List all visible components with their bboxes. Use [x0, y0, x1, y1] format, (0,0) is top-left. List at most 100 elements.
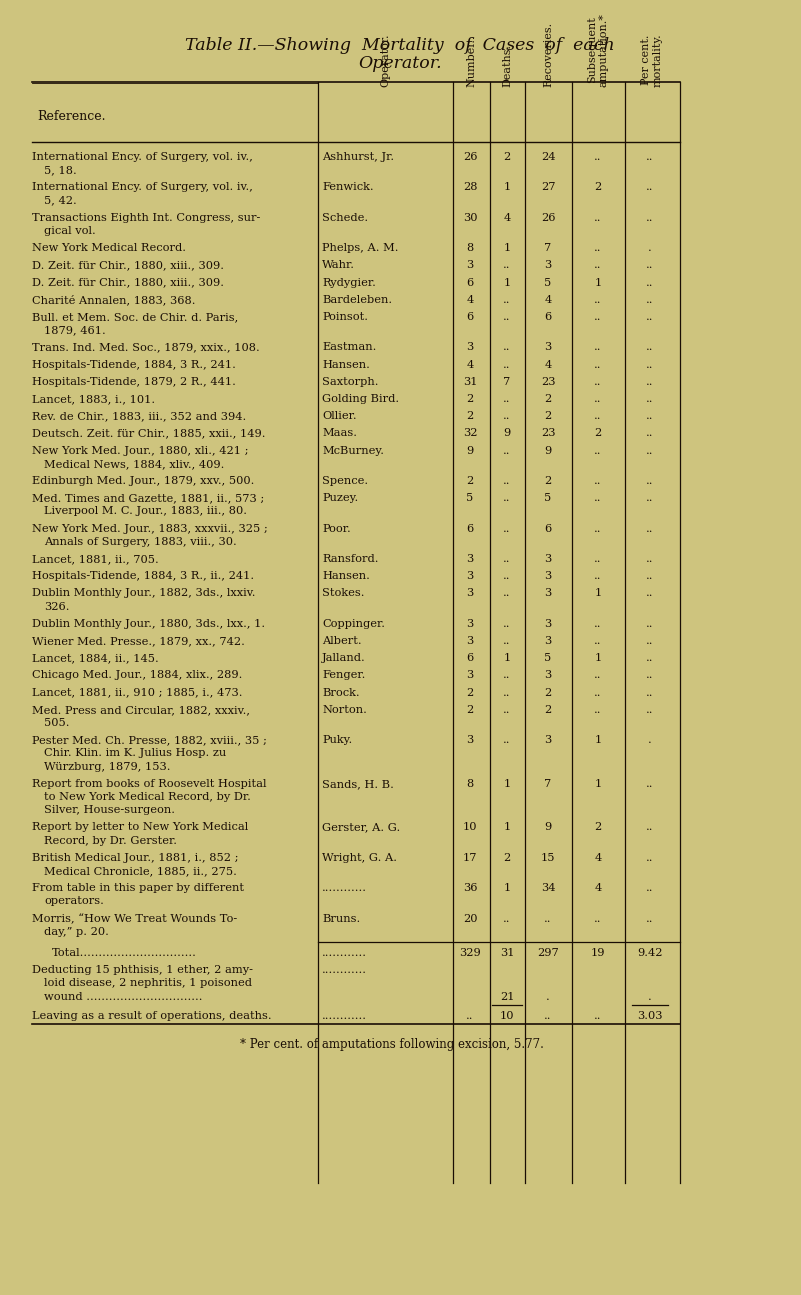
Text: 5: 5	[545, 277, 552, 287]
Text: Report by letter to New York Medical: Report by letter to New York Medical	[32, 822, 248, 833]
Text: 4: 4	[466, 295, 473, 304]
Text: 1: 1	[594, 277, 602, 287]
Text: 505.: 505.	[44, 717, 70, 728]
Text: ..: ..	[503, 312, 511, 322]
Text: ..: ..	[503, 588, 511, 598]
Text: ..: ..	[646, 619, 654, 629]
Text: 3: 3	[545, 342, 552, 352]
Text: ..: ..	[646, 571, 654, 581]
Text: 2: 2	[545, 412, 552, 421]
Text: D. Zeit. für Chir., 1880, xiii., 309.: D. Zeit. für Chir., 1880, xiii., 309.	[32, 260, 224, 271]
Text: 31: 31	[463, 377, 477, 387]
Text: 15: 15	[541, 853, 555, 862]
Text: Würzburg, 1879, 153.: Würzburg, 1879, 153.	[44, 761, 171, 772]
Text: ..: ..	[594, 312, 602, 322]
Text: 21: 21	[500, 992, 514, 1001]
Text: 3: 3	[545, 636, 552, 646]
Text: 3: 3	[466, 342, 473, 352]
Text: ..: ..	[594, 243, 602, 254]
Text: Liverpool M. C. Jour., 1883, iii., 80.: Liverpool M. C. Jour., 1883, iii., 80.	[44, 506, 247, 517]
Text: ..: ..	[594, 913, 602, 923]
Text: Coppinger.: Coppinger.	[322, 619, 385, 629]
Text: day,” p. 20.: day,” p. 20.	[44, 927, 109, 936]
Text: ..: ..	[646, 212, 654, 223]
Text: .: .	[546, 992, 549, 1001]
Text: 3: 3	[466, 571, 473, 581]
Text: 17: 17	[463, 853, 477, 862]
Text: ..: ..	[544, 1011, 552, 1020]
Text: ..: ..	[646, 277, 654, 287]
Text: ..: ..	[646, 260, 654, 271]
Text: ..: ..	[646, 445, 654, 456]
Text: 3: 3	[545, 736, 552, 745]
Text: Reference.: Reference.	[37, 110, 106, 123]
Text: ..: ..	[594, 619, 602, 629]
Text: 1: 1	[503, 277, 510, 287]
Text: Hospitals-Tidende, 1884, 3 R., ii., 241.: Hospitals-Tidende, 1884, 3 R., ii., 241.	[32, 571, 254, 581]
Text: ..: ..	[646, 913, 654, 923]
Text: 3: 3	[545, 571, 552, 581]
Text: 3.03: 3.03	[638, 1011, 662, 1020]
Text: Norton.: Norton.	[322, 704, 367, 715]
Text: 2: 2	[503, 152, 510, 162]
Text: 2: 2	[545, 688, 552, 698]
Text: 7: 7	[503, 377, 510, 387]
Text: 2: 2	[466, 394, 473, 404]
Text: Albert.: Albert.	[322, 636, 361, 646]
Text: 3: 3	[545, 671, 552, 680]
Text: 6: 6	[466, 312, 473, 322]
Text: Hospitals-Tidende, 1884, 3 R., 241.: Hospitals-Tidende, 1884, 3 R., 241.	[32, 360, 235, 369]
Text: 20: 20	[463, 913, 477, 923]
Text: Pester Med. Ch. Presse, 1882, xviii., 35 ;: Pester Med. Ch. Presse, 1882, xviii., 35…	[32, 736, 267, 745]
Text: 8: 8	[466, 778, 473, 789]
Text: ..: ..	[503, 736, 511, 745]
Text: Operator.: Operator.	[380, 34, 390, 87]
Text: ..: ..	[503, 554, 511, 565]
Text: ..: ..	[646, 883, 654, 894]
Text: ............: ............	[322, 965, 367, 975]
Text: ..: ..	[646, 636, 654, 646]
Text: ..: ..	[594, 571, 602, 581]
Text: 9: 9	[503, 429, 510, 439]
Text: Total...............................: Total...............................	[52, 948, 197, 958]
Text: Hospitals-Tidende, 1879, 2 R., 441.: Hospitals-Tidende, 1879, 2 R., 441.	[32, 377, 235, 387]
Text: 329: 329	[459, 948, 481, 958]
Text: ..: ..	[466, 1011, 473, 1020]
Text: Silver, House-surgeon.: Silver, House-surgeon.	[44, 805, 175, 815]
Text: ..: ..	[594, 636, 602, 646]
Text: ..: ..	[594, 377, 602, 387]
Text: 1879, 461.: 1879, 461.	[44, 325, 106, 335]
Text: Leaving as a result of operations, deaths.: Leaving as a result of operations, death…	[32, 1011, 272, 1020]
Text: ..: ..	[503, 360, 511, 369]
Text: 10: 10	[500, 1011, 514, 1020]
Text: Bull. et Mem. Soc. de Chir. d. Paris,: Bull. et Mem. Soc. de Chir. d. Paris,	[32, 312, 238, 322]
Text: Ashhurst, Jr.: Ashhurst, Jr.	[322, 152, 394, 162]
Text: ..: ..	[503, 704, 511, 715]
Text: 3: 3	[545, 619, 552, 629]
Text: ..: ..	[646, 377, 654, 387]
Text: ..: ..	[594, 342, 602, 352]
Text: ............: ............	[322, 1011, 367, 1020]
Text: Hansen.: Hansen.	[322, 360, 370, 369]
Text: Transactions Eighth Int. Congress, sur-: Transactions Eighth Int. Congress, sur-	[32, 212, 260, 223]
Text: 26: 26	[463, 152, 477, 162]
Text: Wahr.: Wahr.	[322, 260, 355, 271]
Text: Bruns.: Bruns.	[322, 913, 360, 923]
Text: Gerster, A. G.: Gerster, A. G.	[322, 822, 400, 833]
Text: Spence.: Spence.	[322, 477, 368, 486]
Text: ..: ..	[503, 913, 511, 923]
Text: ..: ..	[503, 636, 511, 646]
Text: ..: ..	[646, 554, 654, 565]
Text: ..: ..	[646, 394, 654, 404]
Text: 4: 4	[594, 883, 602, 894]
Text: 6: 6	[545, 312, 552, 322]
Text: Eastman.: Eastman.	[322, 342, 376, 352]
Text: wound ...............................: wound ...............................	[44, 992, 203, 1001]
Text: 6: 6	[466, 277, 473, 287]
Text: ..: ..	[503, 445, 511, 456]
Text: ..: ..	[594, 445, 602, 456]
Text: Subsequent
amputation.*: Subsequent amputation.*	[587, 13, 609, 87]
Text: ..: ..	[594, 671, 602, 680]
Text: 8: 8	[466, 243, 473, 254]
Text: ..: ..	[594, 477, 602, 486]
